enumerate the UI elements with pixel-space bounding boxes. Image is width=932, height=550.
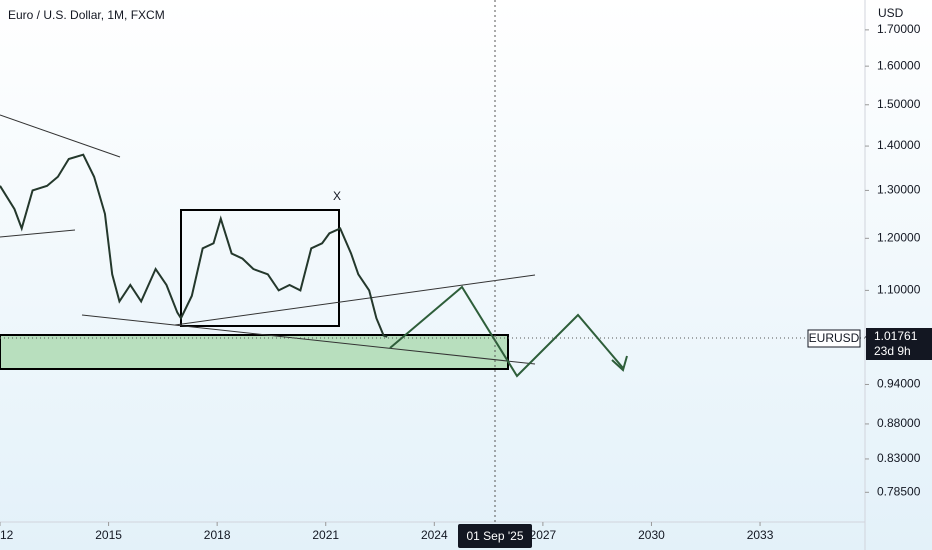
y-tick-label: 0.88000 — [877, 416, 921, 430]
plot-area — [0, 0, 865, 522]
x-tick-label: 2021 — [312, 528, 339, 542]
countdown: 23d 9h — [874, 344, 911, 358]
y-tick-label: 1.40000 — [877, 138, 921, 152]
x-tick-label: 2012 — [0, 528, 14, 542]
support-zone — [0, 334, 509, 370]
trend-line — [0, 114, 121, 158]
symbol-label: EURUSD — [809, 331, 860, 345]
y-tick-label: 1.50000 — [877, 97, 921, 111]
x-tick-label: 2033 — [747, 528, 774, 542]
range-box — [180, 209, 340, 327]
trend-line — [174, 274, 536, 326]
y-tick-label: 0.94000 — [877, 377, 921, 391]
y-tick-label: 1.10000 — [877, 283, 921, 297]
x-tick-label: 2030 — [638, 528, 665, 542]
crosshair-date-box — [458, 524, 532, 548]
projection-path — [389, 285, 624, 378]
x-tick-label: 2024 — [421, 528, 448, 542]
y-tick-label: 0.83000 — [877, 451, 921, 465]
last-price: 1.01761 — [874, 329, 918, 343]
x-tick-label: 2018 — [204, 528, 231, 542]
price-box — [866, 328, 932, 360]
crosshair-date: 01 Sep '25 — [466, 529, 523, 543]
trend-line — [0, 229, 76, 238]
x-tick-label: 2015 — [95, 528, 122, 542]
trend-line — [81, 314, 536, 365]
chart-title: Euro / U.S. Dollar, 1M, FXCM — [8, 8, 165, 22]
y-tick-label: 0.78500 — [877, 484, 921, 498]
y-tick-label: 1.60000 — [877, 58, 921, 72]
y-tick-label: 1.20000 — [877, 230, 921, 244]
y-tick-label: 1.30000 — [877, 183, 921, 197]
symbol-box — [807, 329, 861, 348]
price-line-series — [0, 153, 388, 338]
x-tick-label: 2027 — [530, 528, 557, 542]
y-tick-label: 1.70000 — [877, 22, 921, 36]
annotation: X — [333, 189, 341, 203]
y-axis-label: USD — [878, 6, 904, 20]
projection-arrow — [611, 355, 628, 372]
